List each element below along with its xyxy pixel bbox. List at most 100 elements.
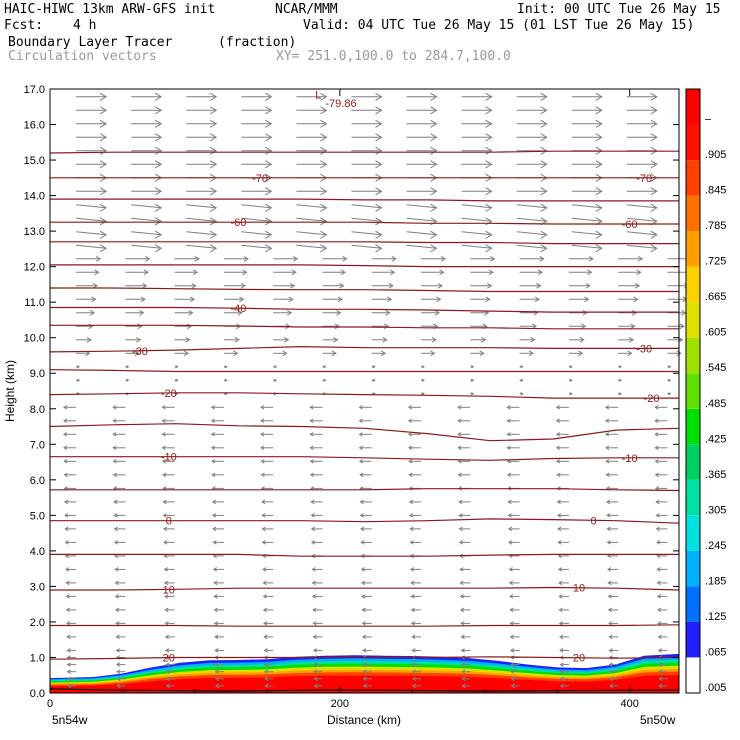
vector-arrowhead — [540, 230, 548, 239]
vector-arrowhead — [650, 244, 658, 253]
vector-arrowhead — [134, 350, 140, 357]
vector-arrowhead — [631, 309, 638, 316]
vector-arrowhead — [657, 634, 662, 640]
vector-arrowhead — [509, 634, 514, 640]
tracer-band-7 — [50, 675, 679, 693]
vector-arrowhead — [581, 323, 587, 330]
vector-arrowhead — [136, 336, 142, 343]
axes: 0.0 1.0 2.0 3.0 4.0 5.0 6.0 7.0 8.0 9.0 10.0 11.0 12… — [24, 84, 679, 710]
vector-arrowhead — [540, 187, 548, 196]
contour-label: -10 — [161, 452, 177, 464]
circulation-vector — [571, 231, 602, 236]
vector-arrowhead — [655, 526, 660, 532]
y-tick-label: 12.0 — [24, 262, 45, 274]
vector-arrowhead — [162, 499, 167, 505]
vector-arrowhead — [668, 378, 672, 382]
vector-arrowhead — [650, 203, 658, 212]
vector-arrowhead — [608, 621, 613, 626]
vector-arrowhead — [263, 669, 269, 674]
vector-arrowhead — [650, 92, 658, 101]
contour-label: -70 — [252, 173, 268, 185]
y-tick-label: 0.0 — [30, 688, 45, 700]
vector-arrowhead — [143, 269, 149, 276]
vector-arrowhead — [608, 648, 613, 653]
vector-arrowhead — [213, 621, 218, 626]
vector-arrowhead — [460, 621, 465, 626]
vector-arrowhead — [359, 513, 364, 518]
contour-line — [50, 518, 680, 524]
vector-arrowhead — [508, 540, 513, 545]
circulation-vector — [351, 231, 382, 236]
vector-arrowhead — [192, 269, 199, 276]
vector-arrowhead — [163, 540, 168, 545]
plot-frame — [49, 88, 680, 694]
vector-arrowhead — [605, 445, 610, 451]
vector-arrowhead — [471, 365, 475, 369]
vector-arrowhead — [214, 634, 219, 640]
vector-arrowhead — [286, 309, 293, 316]
vector-arrowhead — [209, 133, 218, 142]
vector-arrowhead — [99, 244, 108, 253]
vector-arrowhead — [650, 106, 658, 115]
vector-arrowhead — [210, 432, 215, 437]
vector-arrowhead — [510, 662, 515, 667]
vector-arrowhead — [555, 459, 561, 464]
vector-arrowhead — [320, 217, 328, 226]
vector-arrowhead — [681, 309, 687, 316]
vector-arrowhead — [434, 309, 440, 316]
vector-arrowhead — [471, 378, 475, 382]
y-tick-label: 17.0 — [24, 84, 45, 96]
y-tick-label: 14.0 — [24, 191, 45, 203]
contour-line — [49, 369, 679, 373]
vector-arrowhead — [63, 459, 68, 464]
vector-arrowhead — [461, 683, 466, 689]
vector-arrowhead — [115, 607, 120, 613]
vector-arrowhead — [66, 676, 72, 682]
vector-arrowhead — [183, 350, 190, 357]
vector-arrowhead — [579, 336, 585, 343]
vector-arrowhead — [289, 282, 296, 289]
vector-arrowhead — [224, 365, 228, 369]
vector-arrowhead — [506, 432, 511, 437]
vector-arrowhead — [360, 580, 366, 586]
vector-arrowhead — [481, 336, 487, 343]
vector-arrowhead — [606, 540, 611, 545]
circulation-vector — [461, 244, 492, 249]
x-right-endpoint: 5n50w — [640, 713, 676, 727]
vector-arrowhead — [457, 432, 462, 437]
vector-arrowhead — [654, 472, 659, 478]
circulation-vector — [406, 231, 437, 236]
vector-arrowhead — [540, 106, 548, 115]
vector-arrowhead — [605, 472, 610, 478]
y-tick-label: 2.0 — [30, 617, 45, 629]
vector-arrowhead — [508, 580, 513, 586]
field-units: (fraction) — [218, 35, 297, 50]
circulation-vector — [516, 204, 547, 209]
y-axis-label: Height (km) — [3, 360, 17, 422]
contour-label: -30 — [636, 343, 652, 355]
vector-arrowhead — [233, 350, 239, 357]
vector-arrowhead — [485, 296, 491, 303]
colorbar-swatch — [686, 515, 700, 551]
vector-arrowhead — [263, 634, 268, 640]
vector-arrowhead — [375, 160, 383, 169]
vector-arrowhead — [212, 540, 217, 545]
vector-arrowhead — [65, 607, 70, 613]
vector-arrowhead — [362, 662, 367, 667]
vector-arrowhead — [457, 405, 462, 410]
vector-arrowhead — [488, 269, 494, 276]
vector-arrowhead — [115, 648, 120, 653]
vector-arrowhead — [293, 255, 299, 262]
circulation-vector — [131, 231, 162, 236]
vector-arrowhead — [430, 106, 438, 115]
vector-arrowhead — [242, 269, 248, 276]
vector-arrowhead — [264, 683, 269, 689]
vector-arrowhead — [239, 296, 245, 303]
vector-arrowhead — [485, 187, 493, 196]
vector-arrowhead — [650, 160, 658, 169]
vector-arrowhead — [361, 621, 366, 626]
vector-arrowhead — [655, 513, 660, 518]
vector-arrowhead — [62, 418, 68, 424]
vector-arrowhead — [362, 669, 367, 674]
circulation-vector — [571, 217, 602, 222]
